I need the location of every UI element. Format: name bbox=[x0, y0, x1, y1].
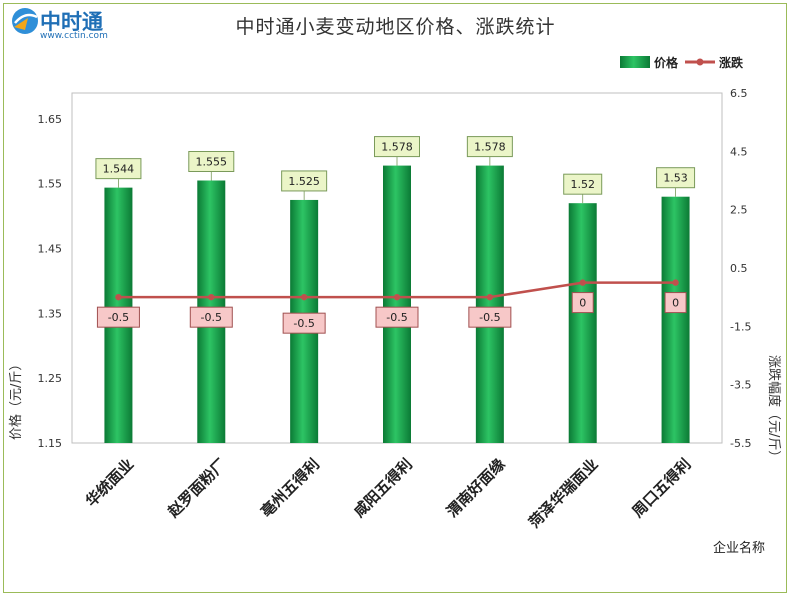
price-label-box bbox=[188, 151, 235, 172]
change-marker bbox=[300, 293, 308, 301]
change-data-label: -0.5 bbox=[386, 311, 407, 324]
price-label-box bbox=[563, 173, 603, 195]
y-right-tick-label: 0.5 bbox=[730, 262, 748, 275]
legend-marker-change bbox=[696, 58, 704, 66]
x-tick-label: 菏泽华瑞面业 bbox=[525, 455, 601, 531]
brand-name: 中时通 bbox=[40, 10, 103, 34]
price-bar bbox=[475, 165, 504, 443]
change-data-label: 0 bbox=[672, 297, 679, 310]
change-label-box bbox=[571, 292, 594, 314]
change-label-box bbox=[375, 306, 419, 328]
price-bar bbox=[568, 203, 597, 443]
y-right-tick-label: -5.5 bbox=[730, 437, 751, 450]
change-marker bbox=[115, 293, 122, 301]
y-right-tick-label: -3.5 bbox=[730, 379, 751, 392]
x-tick-label: 周口五得利 bbox=[629, 455, 695, 521]
price-label-box bbox=[95, 158, 142, 180]
y-left-axis-label: 价格（元/斤） bbox=[8, 358, 24, 440]
price-label-box bbox=[374, 136, 420, 158]
change-label-box bbox=[189, 306, 233, 328]
change-marker bbox=[672, 279, 679, 286]
price-label-box bbox=[281, 170, 328, 192]
change-marker bbox=[208, 293, 215, 301]
y-right-tick-label: -1.5 bbox=[730, 320, 751, 333]
change-label-box bbox=[468, 306, 512, 328]
y-left-tick-label: 1.25 bbox=[38, 372, 63, 385]
y-right-tick-label: 2.5 bbox=[730, 204, 748, 217]
y-right-tick-label: 4.5 bbox=[730, 145, 748, 158]
price-label-box bbox=[656, 167, 696, 189]
change-label-box bbox=[664, 292, 687, 314]
legend-label-price: 价格 bbox=[654, 55, 679, 70]
price-data-label: 1.525 bbox=[288, 175, 320, 188]
change-data-label: 0 bbox=[579, 297, 586, 310]
x-axis-label: 企业名称 bbox=[713, 540, 765, 556]
change-data-label: -0.5 bbox=[479, 311, 500, 324]
price-bar bbox=[661, 196, 690, 443]
y-left-tick-label: 1.55 bbox=[38, 178, 63, 191]
change-marker bbox=[393, 293, 401, 301]
x-tick-label: 亳州五得利 bbox=[257, 455, 323, 521]
change-label-box bbox=[282, 312, 326, 334]
y-left-tick-label: 1.15 bbox=[38, 437, 63, 450]
brand-globe-icon bbox=[12, 8, 38, 34]
price-data-label: 1.578 bbox=[381, 141, 413, 154]
x-tick-label: 渭南好面缘 bbox=[443, 455, 509, 521]
y-left-tick-label: 1.45 bbox=[38, 243, 63, 256]
legend-swatch-price bbox=[620, 56, 650, 68]
price-data-label: 1.544 bbox=[103, 163, 135, 176]
y-left-tick-label: 1.35 bbox=[38, 307, 63, 320]
x-tick-label: 华统面业 bbox=[82, 455, 137, 510]
change-marker bbox=[579, 279, 586, 286]
price-label-box bbox=[466, 136, 513, 158]
change-marker bbox=[486, 293, 494, 301]
change-data-label: -0.5 bbox=[293, 317, 314, 330]
legend: 价格 涨跌 bbox=[620, 55, 744, 70]
price-data-label: 1.578 bbox=[474, 141, 506, 154]
price-data-label: 1.52 bbox=[570, 178, 595, 191]
y-right-tick-label: 6.5 bbox=[730, 87, 748, 100]
y-right-axis-label: 涨跌幅度（元/斤） bbox=[766, 355, 782, 463]
brand-url: www.cctin.com bbox=[40, 31, 108, 41]
chart-title: 中时通小麦变动地区价格、涨跌统计 bbox=[235, 16, 556, 38]
change-label-box bbox=[96, 306, 140, 328]
x-tick-label: 赵罗面粉厂 bbox=[164, 455, 230, 521]
change-data-label: -0.5 bbox=[201, 311, 222, 324]
y-left-tick-label: 1.65 bbox=[38, 113, 63, 126]
change-data-label: -0.5 bbox=[108, 311, 129, 324]
legend-label-change: 涨跌 bbox=[719, 55, 744, 70]
price-bar bbox=[383, 165, 411, 443]
price-data-label: 1.555 bbox=[196, 156, 228, 169]
x-tick-label: 咸阳五得利 bbox=[350, 455, 416, 521]
price-data-label: 1.53 bbox=[663, 172, 688, 185]
